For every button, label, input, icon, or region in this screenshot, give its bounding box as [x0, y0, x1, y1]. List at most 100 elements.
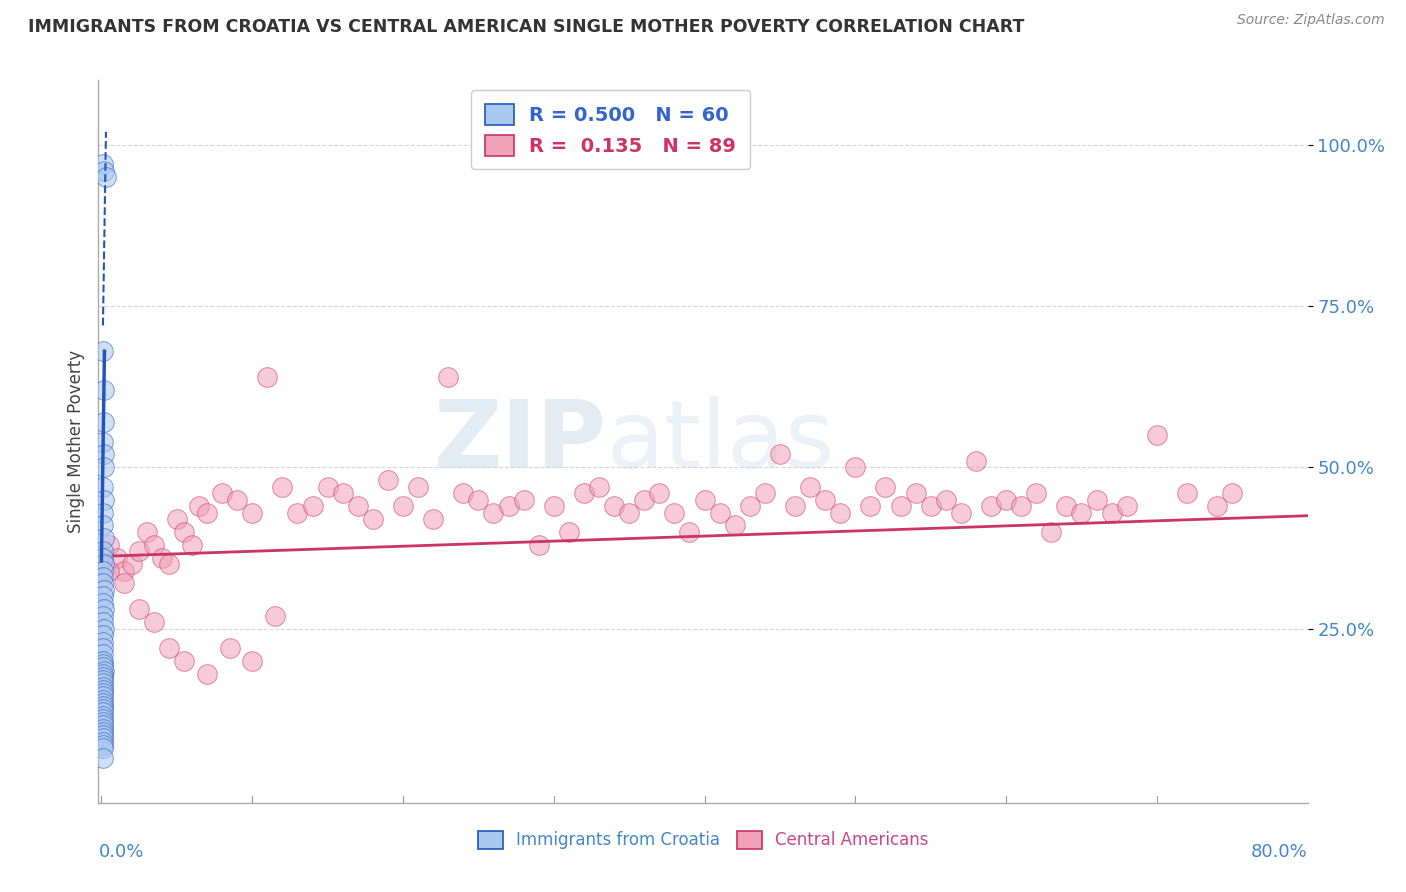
Point [91, 480, 114, 494]
Point [1040, 524, 1063, 539]
Point [935, 492, 957, 507]
Legend: Immigrants from Croatia, Central Americans: Immigrants from Croatia, Central America… [471, 824, 935, 856]
Text: atlas: atlas [606, 395, 835, 488]
Point [91, 696, 114, 710]
Point [709, 506, 731, 520]
Point [93, 664, 115, 678]
Point [218, 640, 240, 655]
Point [406, 480, 429, 494]
Point [91, 738, 114, 752]
Point [91, 506, 114, 520]
Point [91, 634, 114, 648]
Point [91, 702, 114, 716]
Text: ZIP: ZIP [433, 395, 606, 488]
Point [377, 473, 399, 487]
Point [91, 654, 114, 668]
Point [754, 486, 776, 500]
Point [91, 670, 114, 684]
Point [91, 615, 114, 630]
Point [1070, 506, 1092, 520]
Point [920, 499, 942, 513]
Point [664, 506, 686, 520]
Point [150, 550, 173, 565]
Point [91, 728, 114, 742]
Point [799, 480, 821, 494]
Point [422, 512, 444, 526]
Point [195, 666, 218, 681]
Point [128, 544, 150, 558]
Text: IMMIGRANTS FROM CROATIA VS CENTRAL AMERICAN SINGLE MOTHER POVERTY CORRELATION CH: IMMIGRANTS FROM CROATIA VS CENTRAL AMERI… [28, 18, 1025, 36]
Point [93, 460, 115, 475]
Point [783, 499, 806, 513]
Point [93, 383, 115, 397]
Point [98, 564, 121, 578]
Point [91, 731, 114, 746]
Point [769, 447, 792, 461]
Point [135, 524, 157, 539]
Point [91, 590, 114, 604]
Point [91, 657, 114, 672]
Point [965, 454, 987, 468]
Point [633, 492, 655, 507]
Point [1085, 492, 1108, 507]
Point [91, 692, 114, 706]
Point [724, 518, 747, 533]
Point [91, 640, 114, 655]
Point [91, 157, 114, 171]
Point [287, 506, 309, 520]
Point [1025, 486, 1047, 500]
Point [844, 460, 866, 475]
Point [437, 370, 460, 384]
Point [498, 499, 520, 513]
Point [1115, 499, 1137, 513]
Point [157, 640, 180, 655]
Point [316, 480, 339, 494]
Point [105, 550, 128, 565]
Point [91, 544, 114, 558]
Point [91, 699, 114, 714]
Point [91, 708, 114, 723]
Point [91, 666, 114, 681]
Point [263, 608, 285, 623]
Point [166, 512, 188, 526]
Point [91, 734, 114, 748]
Point [112, 564, 135, 578]
Point [93, 622, 115, 636]
Point [91, 680, 114, 694]
Text: 80.0%: 80.0% [1251, 843, 1308, 861]
Point [91, 518, 114, 533]
Point [301, 499, 323, 513]
Point [91, 550, 114, 565]
Point [543, 499, 565, 513]
Point [995, 492, 1018, 507]
Point [93, 582, 115, 597]
Point [512, 492, 534, 507]
Point [738, 499, 761, 513]
Point [195, 506, 218, 520]
Point [271, 480, 294, 494]
Point [226, 492, 249, 507]
Point [91, 686, 114, 700]
Point [91, 564, 114, 578]
Point [143, 615, 166, 630]
Point [453, 486, 475, 500]
Point [91, 648, 114, 662]
Point [211, 486, 233, 500]
Point [91, 712, 114, 726]
Point [91, 706, 114, 720]
Point [1054, 499, 1077, 513]
Point [173, 524, 195, 539]
Point [98, 538, 121, 552]
Point [91, 750, 114, 764]
Point [91, 682, 114, 697]
Point [93, 447, 115, 461]
Point [91, 715, 114, 730]
Point [648, 486, 671, 500]
Text: 0.0%: 0.0% [98, 843, 143, 861]
Point [346, 499, 368, 513]
Point [91, 718, 114, 732]
Point [93, 531, 115, 545]
Point [240, 654, 263, 668]
Point [91, 596, 114, 610]
Point [173, 654, 195, 668]
